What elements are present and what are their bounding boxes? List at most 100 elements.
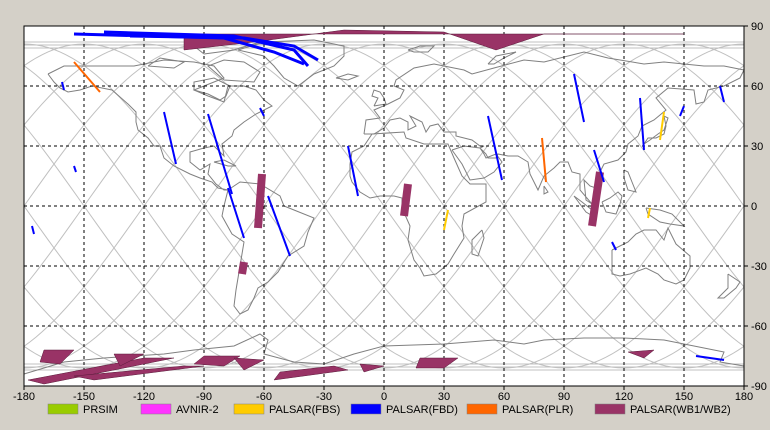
coastline-victoria-isl bbox=[147, 57, 186, 69]
lon-tick-label: -90 bbox=[196, 391, 212, 403]
legend-item: PRSIM bbox=[47, 403, 118, 416]
wb-swath-polar-south bbox=[113, 353, 145, 367]
lat-tick-label: 60 bbox=[751, 81, 763, 93]
lat-tick-label: 0 bbox=[751, 201, 757, 213]
coastline-iceland bbox=[335, 73, 360, 81]
legend-label: PALSAR(WB1/WB2) bbox=[630, 404, 731, 416]
coastline-sri-lanka bbox=[543, 185, 549, 195]
fbd-swath bbox=[73, 165, 77, 173]
coastline-north-america bbox=[47, 59, 273, 191]
lat-tick-label: -30 bbox=[751, 261, 767, 273]
fbd-swath-arc bbox=[103, 30, 310, 67]
wb-swath bbox=[254, 173, 266, 229]
lat-lon-grid bbox=[24, 26, 744, 386]
fbd-swath bbox=[207, 113, 233, 195]
lon-tick-label: -30 bbox=[316, 391, 332, 403]
lat-tick-label: -90 bbox=[751, 381, 767, 393]
lon-tick-label: -180 bbox=[13, 391, 35, 403]
fbd-swath bbox=[259, 107, 265, 117]
legend-item: PALSAR(FBD) bbox=[350, 403, 458, 416]
fbd-swath bbox=[61, 81, 65, 91]
coastline-africa bbox=[349, 131, 487, 277]
fbd-swath bbox=[593, 149, 605, 183]
lon-tick-label: 120 bbox=[615, 391, 633, 403]
coastline-australia bbox=[611, 226, 691, 285]
legend-item: PALSAR(FBS) bbox=[233, 403, 340, 416]
lon-tick-label: -120 bbox=[133, 391, 155, 403]
lon-tick-label: -60 bbox=[256, 391, 272, 403]
lon-tick-label: 180 bbox=[735, 391, 753, 403]
legend-swatch bbox=[47, 403, 79, 415]
fbd-swath bbox=[487, 115, 503, 181]
legend-label: PALSAR(FBD) bbox=[386, 404, 458, 416]
coastline-new-guinea bbox=[645, 207, 686, 227]
lon-tick-label: -150 bbox=[73, 391, 95, 403]
wb-swath bbox=[238, 261, 248, 275]
legend-label: PALSAR(FBS) bbox=[269, 404, 340, 416]
fbd-swath bbox=[695, 355, 725, 361]
legend-swatch bbox=[466, 403, 498, 415]
wb-swath-polar-south bbox=[39, 349, 75, 365]
coastline-antarctica bbox=[23, 333, 745, 375]
coastline-uk bbox=[371, 89, 387, 107]
wb-swath-polar-south bbox=[27, 357, 175, 385]
wb-swath-polar-south bbox=[193, 355, 241, 367]
coastline-south-america bbox=[221, 181, 315, 315]
coastline-novaya-zemlya bbox=[487, 51, 517, 65]
coastline-baffin bbox=[207, 59, 261, 83]
coastline-hudson-bay bbox=[193, 77, 231, 101]
legend-swatch bbox=[594, 403, 626, 415]
wb-swath bbox=[400, 183, 412, 217]
wb-swath-polar-south bbox=[73, 365, 205, 381]
coastline-borneo bbox=[601, 191, 623, 215]
wb-swath-polar-south bbox=[627, 349, 655, 359]
fbs-swath bbox=[659, 111, 665, 141]
wb-swath-polar-south bbox=[415, 357, 459, 369]
plr-swath bbox=[73, 61, 101, 93]
legend-swatch bbox=[140, 403, 172, 415]
legend-swatch bbox=[233, 403, 265, 415]
fbd-swath bbox=[611, 241, 617, 251]
plr-swath bbox=[541, 137, 547, 183]
lat-tick-label: 90 bbox=[751, 21, 763, 33]
legend-item: AVNIR-2 bbox=[140, 403, 219, 416]
legend-item: PALSAR(WB1/WB2) bbox=[594, 403, 731, 416]
lon-tick-label: 150 bbox=[675, 391, 693, 403]
fbd-swath bbox=[679, 105, 685, 117]
coastline-svalbard bbox=[407, 45, 436, 53]
wb-swath-polar-south bbox=[359, 363, 385, 373]
fbd-swath-arc bbox=[73, 32, 305, 66]
fbd-swath bbox=[719, 85, 725, 103]
lat-tick-label: -60 bbox=[751, 321, 767, 333]
lat-tick-label: 30 bbox=[751, 141, 763, 153]
fbs-swath bbox=[443, 209, 449, 231]
longitude-axis: -180 -150 -120 -90 -60 -30 0 30 60 90 120 150 180 bbox=[13, 386, 753, 403]
fbd-swath bbox=[227, 187, 245, 239]
lon-tick-label: 90 bbox=[558, 391, 570, 403]
lon-tick-label: 30 bbox=[438, 391, 450, 403]
fbd-swath bbox=[163, 111, 177, 165]
fbd-swath bbox=[347, 145, 359, 197]
fbd-swath bbox=[267, 195, 291, 257]
legend-swatch bbox=[350, 403, 382, 415]
latitude-axis: 90 60 30 0 -30 -60 -90 bbox=[744, 21, 767, 393]
fbd-swath bbox=[573, 73, 585, 123]
coastline-madagascar bbox=[471, 229, 485, 257]
wb-swath-polar-north bbox=[183, 29, 684, 51]
legend-item: PALSAR(PLR) bbox=[466, 403, 573, 416]
legend: PRSIM AVNIR-2 PALSAR(FBS) PALSAR(FBD) PALSAR… bbox=[47, 403, 731, 416]
coastline-arabia bbox=[451, 145, 503, 181]
wb-swath-polar-south bbox=[273, 365, 349, 381]
fbd-swath bbox=[31, 225, 35, 235]
wb-swath-polar-south bbox=[233, 357, 265, 371]
legend-label: AVNIR-2 bbox=[176, 404, 219, 416]
legend-label: PALSAR(PLR) bbox=[502, 404, 573, 416]
lon-tick-label: 60 bbox=[498, 391, 510, 403]
wb-swath bbox=[588, 171, 604, 227]
legend-label: PRSIM bbox=[83, 404, 118, 416]
coastline-new-zealand bbox=[716, 273, 741, 299]
lon-tick-label: 0 bbox=[381, 391, 387, 403]
fbs-swath bbox=[647, 207, 651, 219]
fbd-swath bbox=[639, 97, 645, 151]
